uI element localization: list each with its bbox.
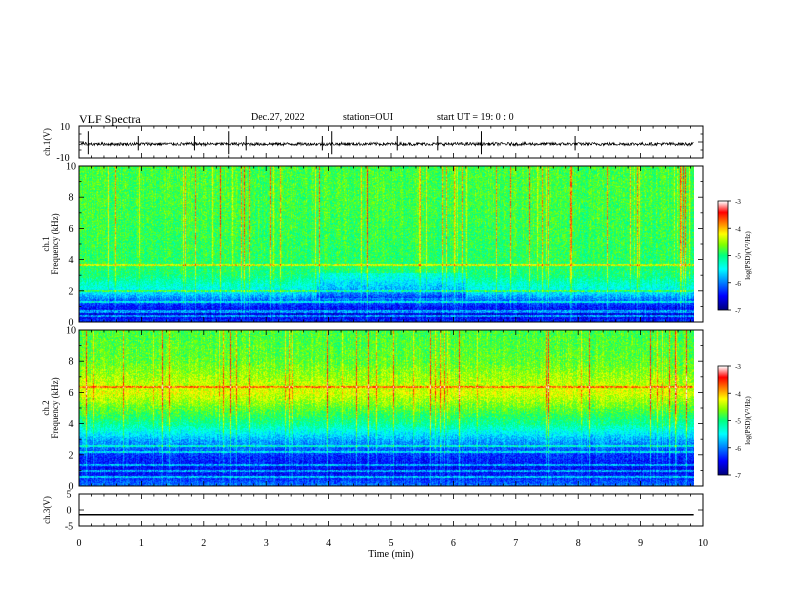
colorbar-tick-label: -6 <box>735 445 741 453</box>
y-tick-label: 4 <box>69 419 74 430</box>
ch2-spectrogram <box>79 330 694 486</box>
y-tick-label: 4 <box>69 255 74 266</box>
y-tick-label: 10 <box>66 162 76 173</box>
x-tick-label: 9 <box>638 538 643 549</box>
y-tick-label: 6 <box>69 224 74 235</box>
y-tick-label: 0 <box>67 506 72 517</box>
x-tick-label: 0 <box>77 538 82 549</box>
x-tick-label: 1 <box>139 538 144 549</box>
y-tick-label: 6 <box>69 388 74 399</box>
date-label: Dec.27, 2022 <box>251 112 305 123</box>
colorbar <box>718 366 728 475</box>
x-tick-label: 3 <box>264 538 269 549</box>
y-axis-label: ch.2 <box>41 400 51 415</box>
x-tick-label: 4 <box>326 538 331 549</box>
colorbar-tick-label: -4 <box>735 225 741 233</box>
x-tick-label: 10 <box>698 538 708 549</box>
colorbar-label: log(PSD)(V²/Hz) <box>744 396 752 445</box>
x-tick-label: 8 <box>576 538 581 549</box>
y-tick-label: 0 <box>69 318 74 329</box>
y-axis-label: ch.1 <box>41 236 51 251</box>
colorbar-tick-label: -7 <box>735 307 741 315</box>
y-axis-label: ch.1(V) <box>42 128 52 156</box>
y-tick-label: 5 <box>67 490 72 501</box>
y-axis-label: Frequency (kHz) <box>50 213 60 274</box>
colorbar <box>718 201 728 310</box>
x-tick-label: 5 <box>389 538 394 549</box>
x-axis-title: Time (min) <box>368 549 413 560</box>
x-tick-label: 6 <box>451 538 456 549</box>
colorbar-tick-label: -4 <box>735 390 741 398</box>
y-tick-label: 0 <box>69 482 74 493</box>
y-tick-label: 2 <box>69 286 74 297</box>
x-tick-label: 2 <box>201 538 206 549</box>
colorbar-tick-label: -7 <box>735 472 741 480</box>
y-axis-label: Frequency (kHz) <box>50 377 60 438</box>
ch1-spectrogram <box>79 166 694 322</box>
ch1-trace <box>78 141 694 147</box>
chart-title: VLF Spectra <box>79 112 141 126</box>
y-tick-label: 2 <box>69 450 74 461</box>
y-tick-label: 10 <box>66 326 76 337</box>
colorbar-tick-label: -5 <box>735 418 741 426</box>
y-tick-label: -5 <box>65 522 73 533</box>
y-tick-label: 10 <box>60 122 70 133</box>
colorbar-label: log(PSD)(V²/Hz) <box>744 231 752 280</box>
x-tick-label: 7 <box>513 538 518 549</box>
colorbar-tick-label: -3 <box>735 198 741 206</box>
colorbar-tick-label: -5 <box>735 253 741 261</box>
y-tick-label: 8 <box>69 357 74 368</box>
start-time-label: start UT = 19: 0 : 0 <box>437 112 514 123</box>
y-tick-label: -10 <box>56 153 69 164</box>
colorbar-tick-label: -6 <box>735 280 741 288</box>
colorbar-tick-label: -3 <box>735 363 741 371</box>
y-axis-label: ch.3(V) <box>42 496 52 524</box>
station-label: station=OUI <box>343 112 394 123</box>
y-tick-label: 8 <box>69 193 74 204</box>
